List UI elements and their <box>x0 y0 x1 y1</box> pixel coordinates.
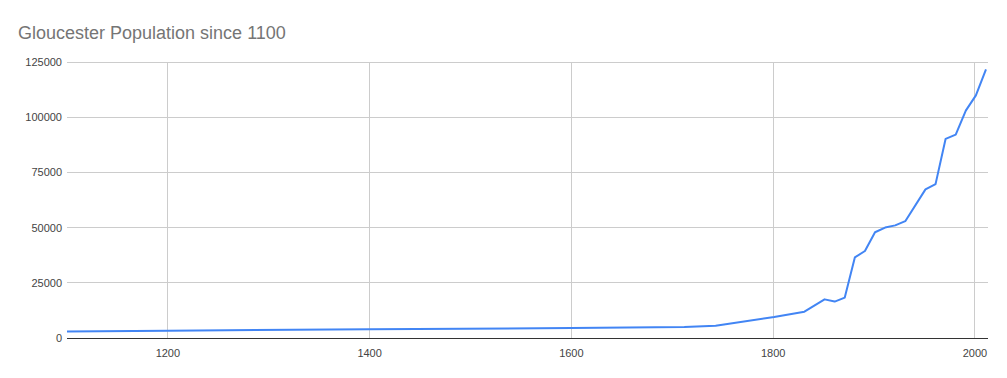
x-tick-label: 1400 <box>357 347 381 359</box>
y-grid-line <box>67 282 988 283</box>
chart-svg: Gloucester Population since 1100 0 25000 50… <box>0 0 1007 378</box>
plot-area <box>67 69 986 331</box>
x-tick-label: 1800 <box>761 347 785 359</box>
x-grid-line <box>571 62 572 338</box>
x-axis-line <box>67 338 988 339</box>
y-tick-label: 25000 <box>31 277 62 289</box>
y-grid-line <box>67 172 988 173</box>
x-axis-range-line <box>67 338 988 339</box>
chart-title: Gloucester Population since 1100 <box>18 23 286 43</box>
y-grid-line <box>67 62 988 63</box>
x-tick-label: 1200 <box>156 347 180 359</box>
y-grid-line <box>67 227 988 228</box>
y-tick-label: 0 <box>56 332 62 344</box>
x-grid-line <box>773 62 774 338</box>
y-tick-label: 75000 <box>31 166 62 178</box>
y-tick-label: 100000 <box>25 111 62 123</box>
x-grid-line <box>974 62 975 338</box>
chart-container: Gloucester Population since 1100 0 25000 50… <box>0 0 1007 378</box>
x-tick-label: 2000 <box>963 347 987 359</box>
x-grid-line <box>167 62 168 338</box>
y-tick-label: 125000 <box>25 56 62 68</box>
y-tick-label: 50000 <box>31 222 62 234</box>
x-grid-line <box>369 62 370 338</box>
y-grid-line <box>67 117 988 118</box>
population-line <box>67 69 986 331</box>
x-tick-label: 1600 <box>559 347 583 359</box>
